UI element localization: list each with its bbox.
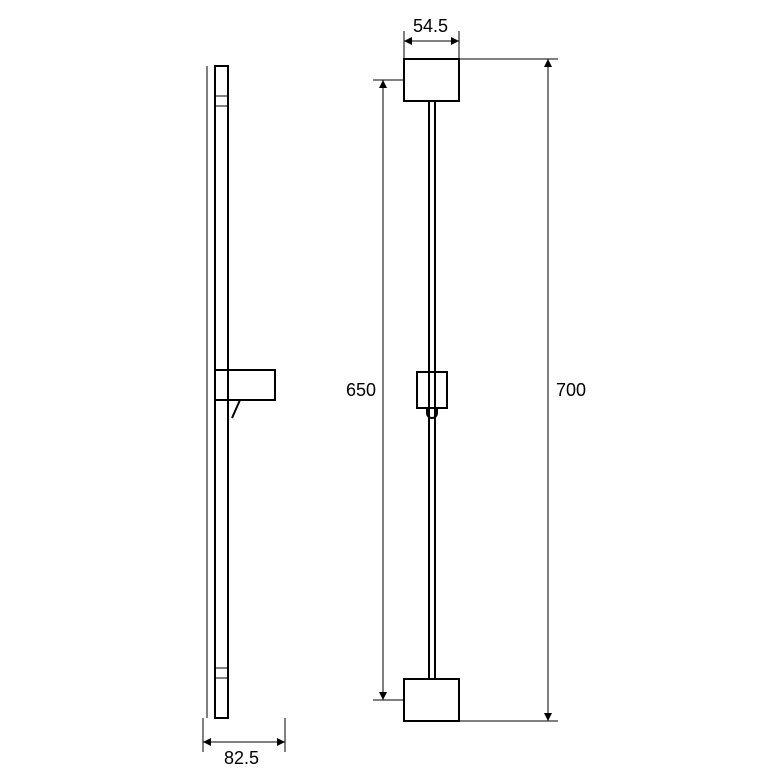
dimension-width-top: 54.5 <box>404 16 459 59</box>
dim-label-width: 54.5 <box>413 16 448 36</box>
front-view <box>404 59 459 721</box>
dimension-height-outer: 700 <box>459 59 586 721</box>
dimension-depth-bottom: 82.5 <box>203 718 285 768</box>
dimension-height-inner: 650 <box>346 80 404 700</box>
technical-drawing: 54.5 700 650 82.5 <box>0 0 784 784</box>
dim-label-height-inner: 650 <box>346 380 376 400</box>
dim-label-height-outer: 700 <box>556 380 586 400</box>
side-view <box>207 66 275 718</box>
dim-label-depth: 82.5 <box>224 748 259 768</box>
